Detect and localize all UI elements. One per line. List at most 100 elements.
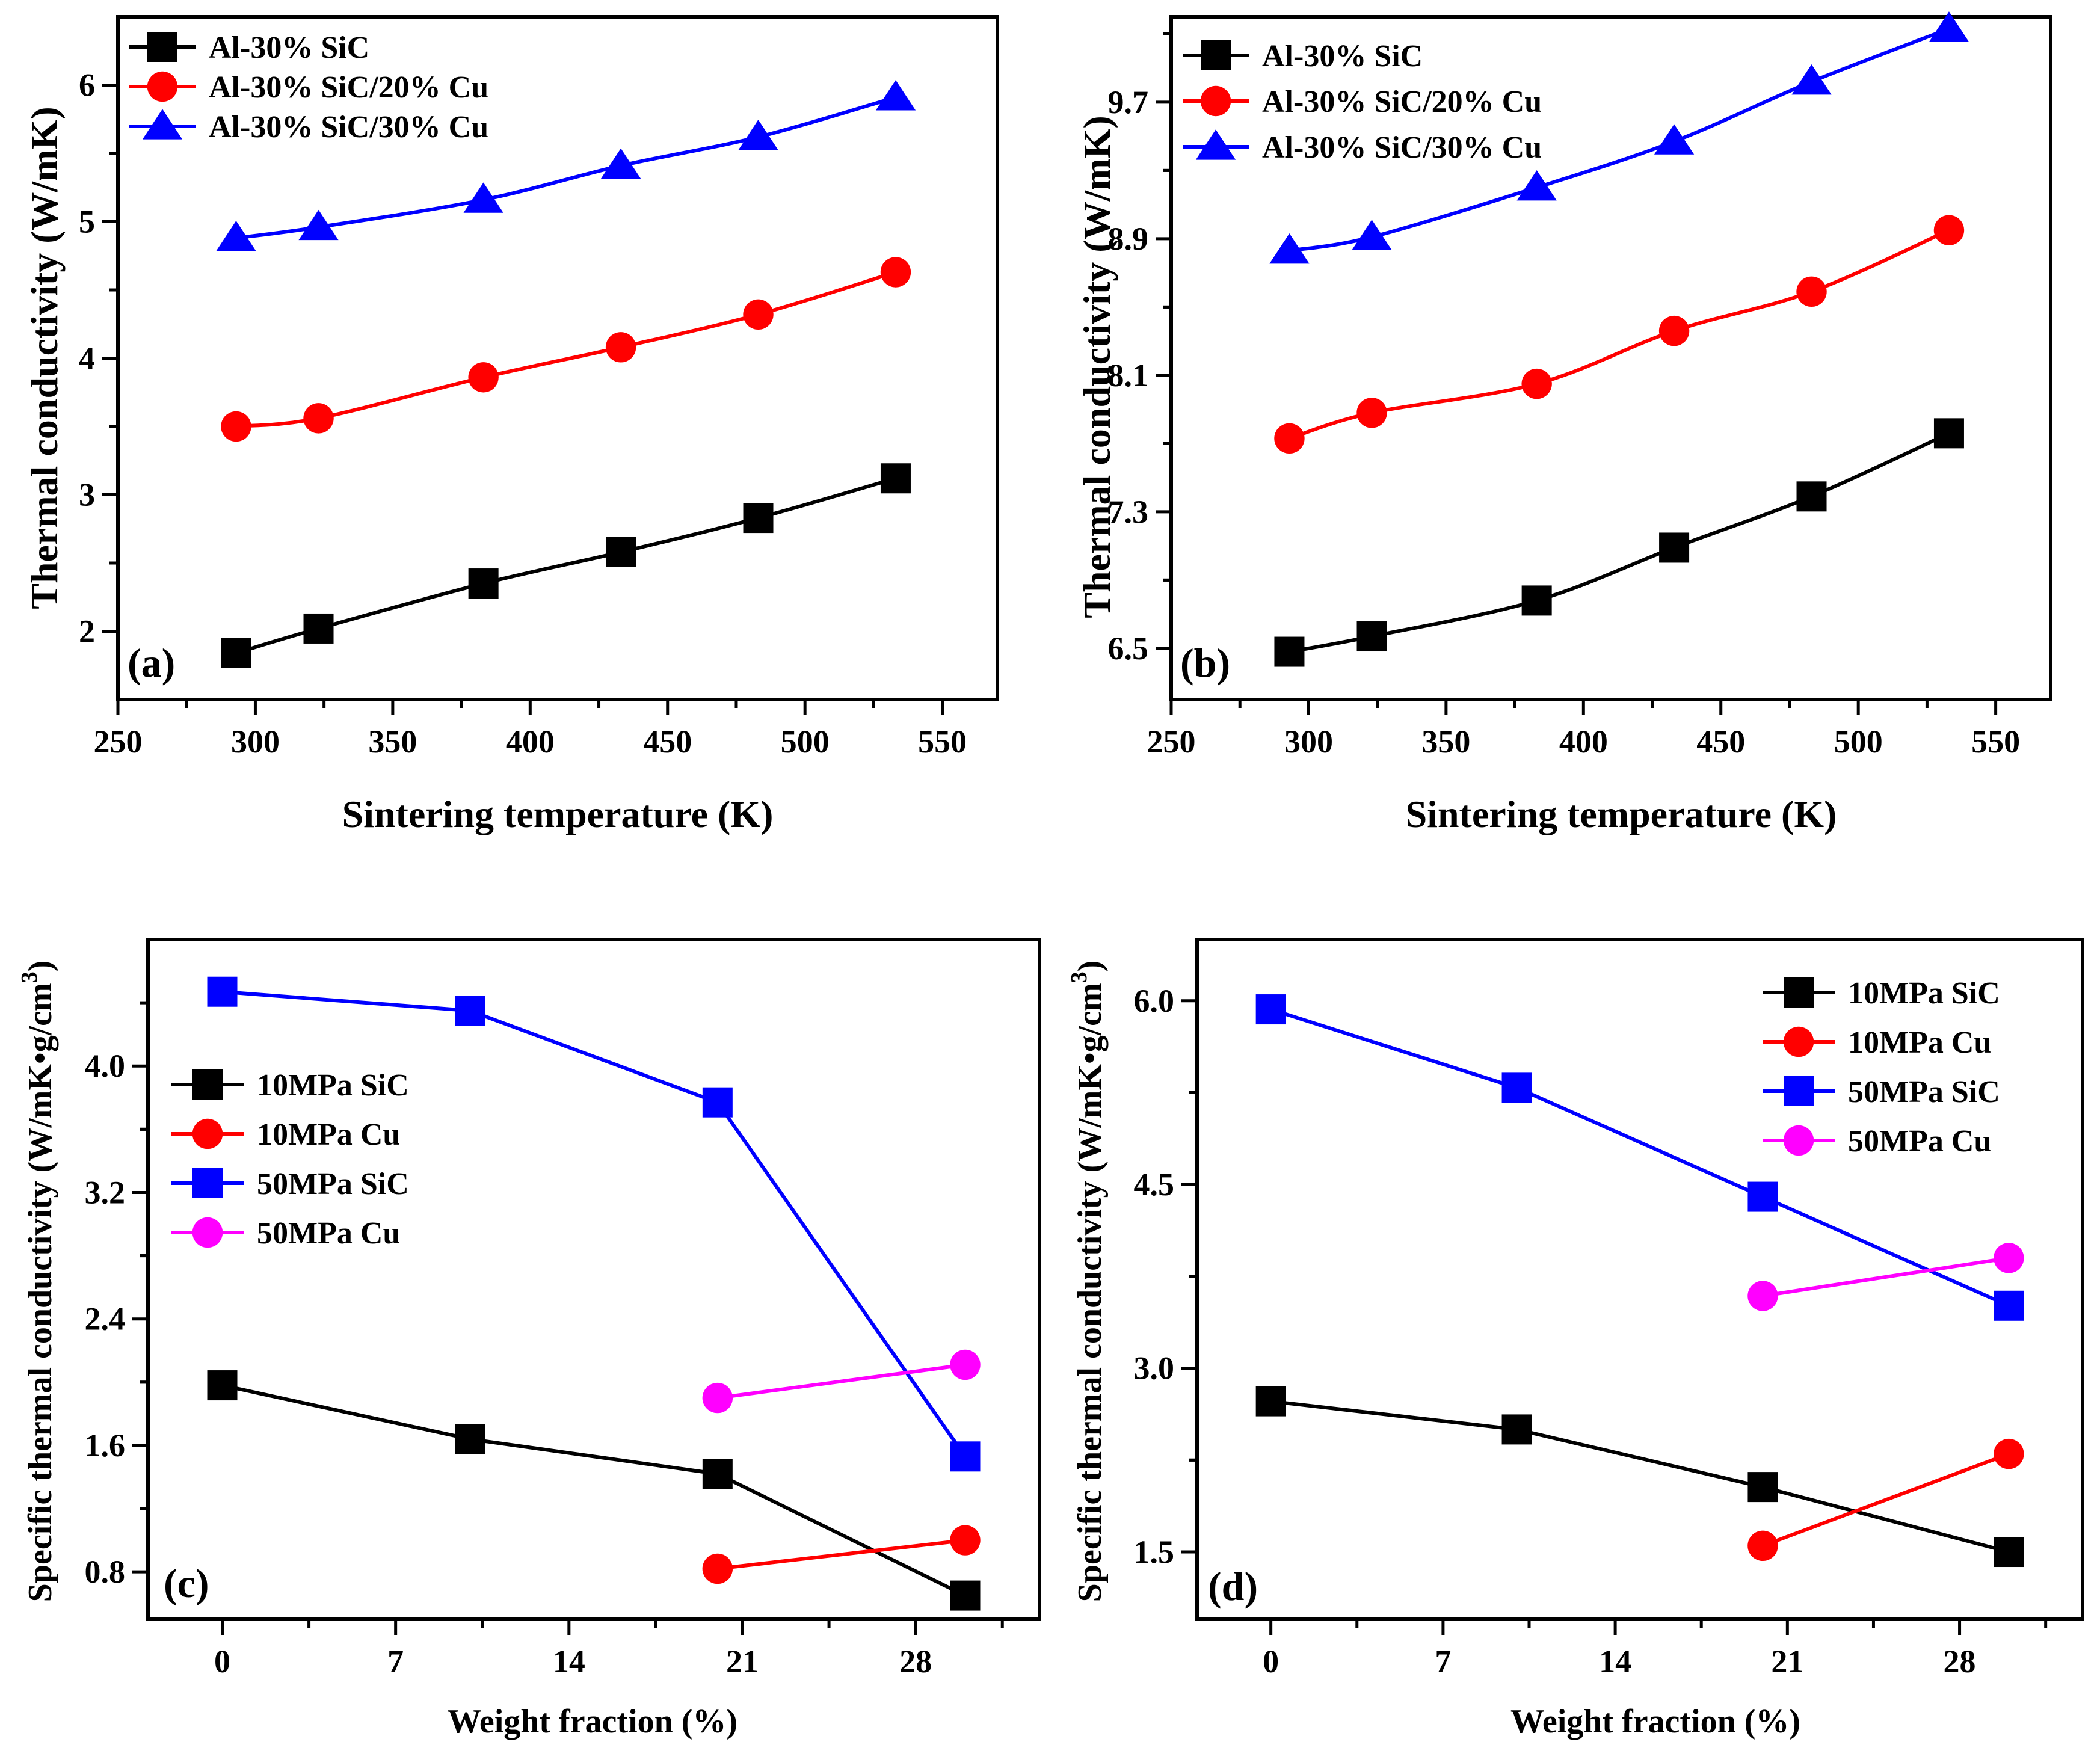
x-tick-label: 0 bbox=[214, 1643, 230, 1679]
y-tick-label: 1.6 bbox=[85, 1427, 126, 1463]
legend: 10MPa SiC 10MPa Cu 50MPa SiC 50MPa Cu bbox=[1763, 976, 2000, 1159]
data-point bbox=[1269, 233, 1310, 264]
data-point bbox=[880, 257, 911, 288]
legend-marker bbox=[1783, 1125, 1814, 1156]
legend-label: Al-30% SiC/30% Cu bbox=[1262, 131, 1542, 165]
series-group bbox=[1269, 11, 1969, 667]
data-point bbox=[468, 362, 499, 393]
y-axis-title-main: Specific thermal conductivity (W/mK•g/cm bbox=[22, 983, 59, 1602]
legend: 10MPa SiC 10MPa Cu 50MPa SiC 50MPa Cu bbox=[171, 1068, 409, 1251]
legend: Al-30% SiC Al-30% SiC/20% Cu Al-30% SiC/30… bbox=[129, 31, 488, 144]
panel-label: (d) bbox=[1208, 1563, 1258, 1609]
y-tick-label: 2 bbox=[79, 614, 95, 650]
data-point bbox=[1929, 11, 1969, 42]
series-line bbox=[1270, 1399, 2010, 1554]
series-line bbox=[1270, 1008, 2010, 1308]
data-point bbox=[1933, 215, 1965, 245]
data-point bbox=[702, 1459, 733, 1489]
legend-marker bbox=[1201, 40, 1231, 70]
y-tick-label: 5 bbox=[79, 204, 95, 240]
series-al-30-sic bbox=[1274, 418, 1964, 667]
x-tick-label: 400 bbox=[1559, 724, 1608, 760]
legend-label: 10MPa SiC bbox=[257, 1068, 409, 1103]
x-tick-label: 300 bbox=[231, 724, 280, 760]
legend-label: 50MPa SiC bbox=[257, 1167, 409, 1201]
legend-label: 10MPa SiC bbox=[1848, 976, 2000, 1011]
data-point bbox=[605, 332, 636, 363]
y-tick-label: 1.5 bbox=[1134, 1534, 1175, 1570]
x-tick-label: 450 bbox=[1696, 724, 1745, 760]
series-10mpa-sic bbox=[207, 1370, 981, 1611]
data-point bbox=[743, 299, 774, 330]
legend-label: 10MPa Cu bbox=[1848, 1026, 1991, 1060]
data-point bbox=[950, 1441, 981, 1472]
data-point bbox=[1796, 276, 1827, 307]
y-axis-title-end: ) bbox=[1071, 961, 1109, 972]
legend-item-al-30-sic-20-cu: Al-30% SiC/20% Cu bbox=[129, 70, 488, 105]
data-point bbox=[880, 463, 911, 494]
data-point bbox=[468, 568, 499, 599]
y-axis-title-end: ) bbox=[22, 961, 59, 972]
data-point bbox=[1659, 532, 1690, 563]
series-line bbox=[717, 1538, 965, 1571]
x-tick-label: 7 bbox=[1435, 1643, 1451, 1679]
data-point bbox=[702, 1087, 733, 1118]
series-10mpa-sic bbox=[1255, 1386, 2024, 1568]
x-tick-label: 21 bbox=[726, 1643, 759, 1679]
y-axis-title-main: Specific thermal conductivity (W/mK•g/cm bbox=[1071, 983, 1109, 1602]
data-point bbox=[207, 976, 238, 1007]
axis-ticks: 250 300 350 400 450 500 550 2 3 4 5 6 bbox=[79, 67, 967, 760]
legend-marker bbox=[1784, 977, 1814, 1008]
y-tick-label: 7.3 bbox=[1108, 494, 1149, 530]
series-50mpa-cu bbox=[1747, 1243, 2024, 1311]
y-tick-label: 3.2 bbox=[85, 1174, 126, 1210]
panel-c: 0 7 14 21 28 0.8 1.6 2.4 3.2 4.0 10MPa SiC 10MPa C… bbox=[17, 938, 1041, 1740]
data-point bbox=[221, 638, 251, 668]
data-point bbox=[702, 1553, 733, 1584]
legend-item-al-30-sic: Al-30% SiC bbox=[129, 31, 369, 65]
data-point bbox=[1994, 1537, 2024, 1568]
x-tick-label: 21 bbox=[1771, 1643, 1803, 1679]
data-point bbox=[875, 80, 916, 111]
series-line bbox=[1762, 1256, 2009, 1298]
series-10mpa-cu bbox=[1747, 1438, 2024, 1562]
plot-frame bbox=[1169, 15, 2052, 701]
x-tick-label: 300 bbox=[1284, 724, 1333, 760]
x-axis-title: Sintering temperature (K) bbox=[1406, 793, 1837, 835]
series-line bbox=[221, 1383, 966, 1598]
legend-label: 10MPa Cu bbox=[257, 1118, 400, 1152]
x-tick-label: 450 bbox=[643, 724, 692, 760]
data-point bbox=[1747, 1472, 1778, 1503]
data-point bbox=[207, 1370, 238, 1401]
data-point bbox=[606, 537, 636, 567]
data-point bbox=[1994, 1438, 2024, 1469]
y-tick-label: 8.9 bbox=[1108, 221, 1149, 257]
legend-marker bbox=[147, 71, 178, 102]
series-group bbox=[216, 80, 916, 668]
data-point bbox=[1255, 1386, 1286, 1417]
y-tick-label: 2.4 bbox=[85, 1301, 126, 1337]
data-point bbox=[303, 613, 334, 644]
data-point bbox=[1352, 220, 1392, 250]
legend-item-al-30-sic: Al-30% SiC bbox=[1183, 39, 1423, 73]
data-point bbox=[1654, 124, 1695, 155]
series-al-30-sic-30-cu bbox=[1269, 11, 1969, 264]
legend-marker bbox=[1784, 1076, 1814, 1106]
data-point bbox=[298, 209, 339, 241]
legend-item-10mpa-cu: 10MPa Cu bbox=[1763, 1026, 1991, 1060]
legend-marker bbox=[142, 109, 183, 140]
legend-item-50mpa-sic: 50MPa SiC bbox=[1763, 1075, 2000, 1109]
x-tick-label: 550 bbox=[918, 724, 967, 760]
data-point bbox=[738, 119, 778, 150]
x-axis-title: Weight fraction (%) bbox=[1510, 1703, 1800, 1740]
data-point bbox=[1501, 1414, 1532, 1445]
x-axis-title: Weight fraction (%) bbox=[448, 1703, 737, 1740]
legend-item-al-30-sic-20-cu: Al-30% SiC/20% Cu bbox=[1183, 85, 1542, 119]
data-point bbox=[221, 411, 251, 442]
panel-d: 0 7 14 21 28 1.5 3.0 4.5 6.0 10MPa SiC 10MPa Cu 50… bbox=[1067, 938, 2084, 1740]
data-point bbox=[1747, 1181, 1778, 1212]
x-tick-label: 350 bbox=[368, 724, 417, 760]
legend-marker bbox=[192, 1217, 223, 1248]
y-tick-label: 6 bbox=[79, 67, 95, 103]
